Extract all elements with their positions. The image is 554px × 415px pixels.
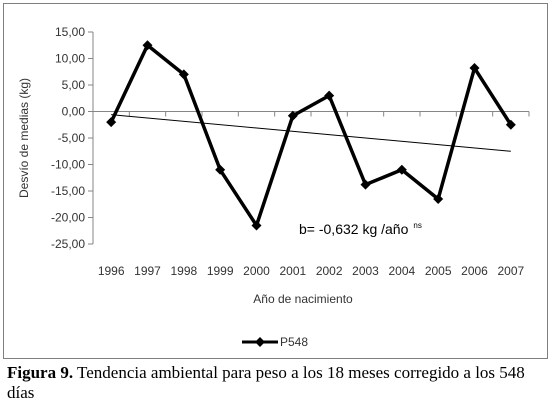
x-tick-label: 2006 [461,264,488,278]
data-point-marker [505,119,516,130]
slope-annotation-text: b= -0,632 kg /año [299,221,409,237]
data-point-marker [396,164,407,175]
line-chart: 15,00 10,00 5,00 0,00 -5,00 -10,00 -15,00 -20,0… [17,25,530,349]
series-group [106,40,516,231]
y-tick-label: -25,00 [51,237,85,251]
y-tick-label: 15,00 [55,25,85,39]
data-point-marker [215,164,226,175]
series-line-P548 [109,43,513,228]
x-tick-label: 2004 [388,264,415,278]
legend-diamond-marker [255,337,265,347]
y-axis: 15,00 10,00 5,00 0,00 -5,00 -10,00 -15,00 -20,0… [51,25,94,251]
x-tick-label: 1996 [98,264,125,278]
y-tick-label: -20,00 [51,211,85,225]
trendline-group [111,114,511,152]
y-tick-label: 10,00 [55,52,85,66]
x-tick-label: 2007 [497,264,524,278]
y-tick-label: -10,00 [51,158,85,172]
y-tick-label: 5,00 [62,78,86,92]
x-tick-label: 1999 [207,264,234,278]
legend: P548 [242,335,308,349]
chart-area: 15,00 10,00 5,00 0,00 -5,00 -10,00 -15,00 -20,0… [3,3,548,359]
x-tick-label: 1997 [134,264,161,278]
x-tick-label: 2000 [243,264,270,278]
data-point-marker [324,90,335,101]
data-point-marker [251,220,262,231]
data-point-marker [106,117,117,128]
data-point-marker [178,69,189,80]
data-point-marker [433,193,444,204]
x-tick-label: 2002 [316,264,343,278]
legend-label: P548 [280,335,308,349]
x-axis: 1996 1997 1998 1999 2000 2001 2002 2003 2004 2005… [92,111,530,278]
x-tick-label: 2003 [352,264,379,278]
data-point-marker [142,40,153,51]
slope-annotation: b= -0,632 kg /año ns [299,221,422,237]
x-axis-title: Año de nacimiento [253,292,353,306]
caption-label: Figura 9. [7,363,74,382]
y-tick-label: -5,00 [58,131,86,145]
y-tick-label: -15,00 [51,184,85,198]
slope-annotation-superscript: ns [413,221,421,230]
trendline [111,114,511,152]
x-tick-label: 1998 [170,264,197,278]
data-point-marker [287,110,298,121]
y-tick-label: 0,00 [62,105,86,119]
x-tick-label: 2005 [425,264,452,278]
data-point-marker [469,63,480,74]
figure-caption: Figura 9. Tendencia ambiental para peso … [7,363,552,403]
data-point-marker [360,179,371,190]
x-tick-label: 2001 [279,264,306,278]
y-axis-title: Desvío de medias (kg) [17,78,31,198]
caption-text: Tendencia ambiental para peso a los 18 m… [7,363,525,402]
